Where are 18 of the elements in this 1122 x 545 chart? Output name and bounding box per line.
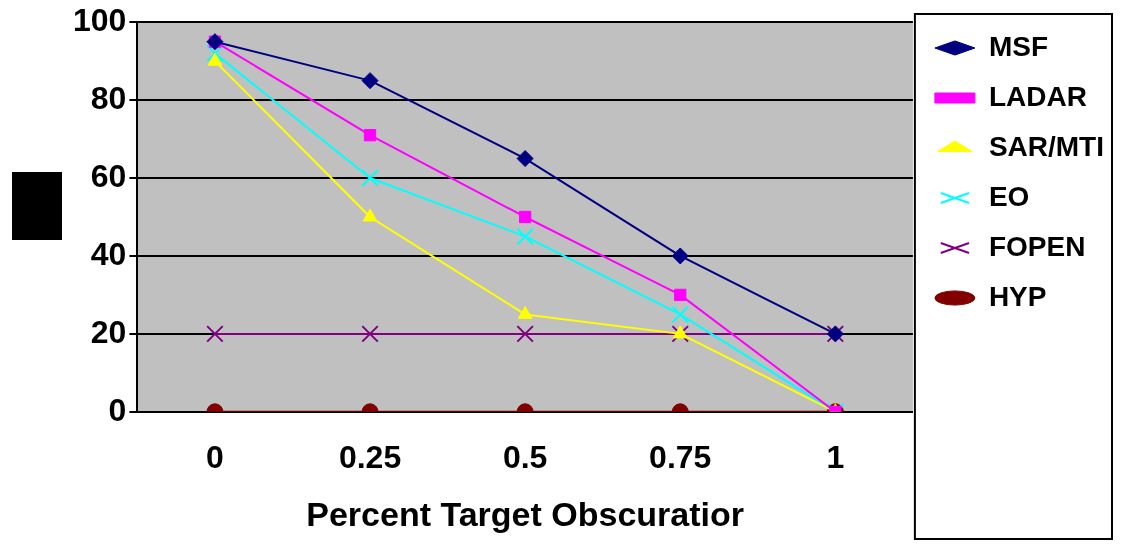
legend-label: LADAR [988,80,1087,112]
x-tick-label: 0.75 [649,438,712,475]
y-tick-label: 80 [90,79,127,116]
y-tick-label: 60 [90,157,127,194]
x-tick-label: 0.5 [502,438,548,475]
legend-label: SAR/MTI [988,130,1105,162]
y-tick-label: 0 [108,391,127,428]
x-tick-label: 0 [206,438,224,475]
y-tick-label: 20 [90,313,127,350]
legend-label: MSF [988,30,1049,62]
legend-label: HYP [988,280,1047,312]
x-tick-label: 1 [826,438,845,475]
x-axis-title: Percent Target Obscuratior [306,494,744,533]
y-tick-label: 40 [90,235,127,272]
legend-label: FOPEN [988,230,1086,262]
legend-label: EO [988,180,1030,212]
x-tick-label: 0.25 [338,438,402,475]
y-tick-label: 100 [73,2,127,39]
